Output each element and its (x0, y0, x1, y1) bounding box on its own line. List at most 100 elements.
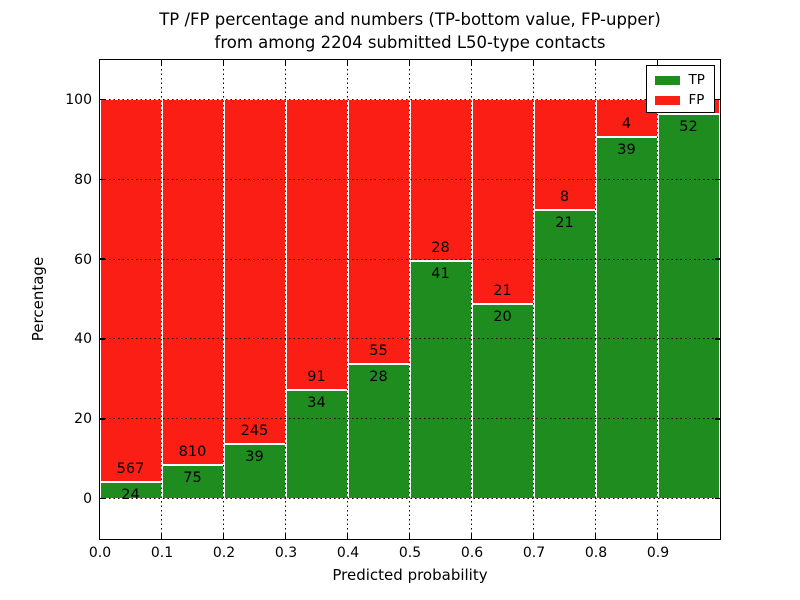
vertical-gridline (347, 59, 348, 539)
fp-bar-segment (285, 99, 348, 390)
x-axis-tick (532, 533, 535, 539)
y-axis-tick (714, 338, 720, 340)
tp-count-label: 39 (617, 141, 636, 158)
tp-bar-segment (657, 114, 720, 499)
x-axis-tick (284, 59, 287, 65)
y-axis-tick (99, 338, 105, 340)
fp-bar-segment (99, 99, 162, 483)
x-tick-label: 0.3 (274, 545, 298, 561)
chart-title-line2: from among 2204 submitted L50-type conta… (214, 33, 606, 52)
vertical-gridline (409, 59, 410, 539)
vertical-gridline (533, 59, 534, 539)
tp-bar-segment (471, 303, 534, 499)
x-axis-tick (656, 533, 659, 539)
legend-item-label: FP (688, 92, 705, 108)
tp-count-label: 21 (555, 214, 574, 231)
legend-item: FP (647, 90, 714, 110)
tp-bar-segment (161, 464, 224, 499)
fp-count-label: 55 (369, 343, 388, 360)
x-axis-tick (408, 533, 411, 539)
y-axis-tick (714, 98, 720, 101)
y-axis-tick (99, 258, 105, 260)
x-axis-tick (98, 533, 101, 539)
vertical-gridline (595, 59, 596, 539)
tp-bar-segment (285, 390, 348, 499)
chart-title: TP /FP percentage and numbers (TP-bottom… (0, 8, 800, 54)
y-tick-label: 20 (74, 411, 92, 428)
tp-count-label: 52 (679, 119, 698, 136)
x-tick-label: 0.4 (336, 545, 360, 561)
fp-count-label: 4 (621, 115, 632, 132)
vertical-gridline (223, 59, 224, 539)
fp-count-label: 21 (493, 282, 512, 299)
fp-legend-swatch (654, 95, 680, 105)
y-axis-tick (714, 258, 720, 260)
x-tick-label: 0.0 (88, 545, 112, 561)
tp-bar-segment (533, 209, 596, 499)
x-tick-label: 0.8 (584, 545, 608, 561)
tp-count-label: 34 (307, 395, 326, 411)
x-tick-label: 0.6 (460, 545, 484, 561)
tp-count-label: 24 (121, 487, 140, 504)
tp-bar-segment (347, 364, 410, 499)
legend-item-label: TP (688, 72, 705, 88)
x-axis-tick (222, 59, 225, 65)
tp-count-label: 28 (369, 369, 388, 386)
fp-bar-segment (533, 99, 596, 210)
legend-item: TP (647, 70, 714, 90)
tp-count-label: 39 (245, 448, 264, 465)
legend-box: TP FP (645, 65, 715, 113)
x-axis-tick (160, 533, 163, 539)
x-axis-tick (284, 533, 287, 539)
y-tick-label: 100 (65, 91, 92, 108)
x-tick-label: 0.1 (150, 545, 174, 561)
vertical-gridline (285, 59, 286, 539)
x-axis-tick (470, 59, 473, 65)
y-axis-tick (99, 98, 105, 101)
tp-legend-swatch (654, 75, 680, 85)
x-axis-tick (470, 533, 473, 539)
tp-bar-segment (595, 136, 658, 499)
fp-bar-segment (409, 99, 472, 262)
vertical-gridline (161, 59, 162, 539)
y-axis-label: Percentage (29, 256, 47, 342)
vertical-gridline (657, 59, 658, 539)
fp-count-label: 91 (307, 369, 326, 385)
tp-count-label: 75 (183, 469, 202, 486)
tp-bar-segment (223, 443, 286, 499)
x-axis-tick (594, 533, 597, 539)
x-axis-tick (656, 59, 659, 65)
y-axis-tick (99, 418, 105, 420)
tp-bar-segment (409, 261, 472, 499)
x-axis-tick (346, 59, 349, 65)
x-axis-label: Predicted probability (332, 566, 488, 584)
fp-count-label: 567 (116, 461, 145, 478)
x-tick-label: 0.9 (646, 545, 670, 561)
x-tick-label: 0.7 (522, 545, 546, 561)
tp-count-label: 41 (431, 266, 450, 283)
y-tick-label: 40 (74, 331, 92, 348)
y-axis-tick (99, 178, 105, 180)
x-axis-tick (160, 59, 163, 65)
x-axis-tick (408, 59, 411, 65)
tp-count-label: 20 (493, 308, 512, 325)
y-tick-label: 60 (74, 251, 92, 268)
fp-bar-segment (161, 99, 224, 465)
vertical-gridline (471, 59, 472, 539)
x-tick-label: 0.5 (398, 545, 422, 561)
x-axis-tick (222, 533, 225, 539)
fp-count-label: 28 (431, 240, 450, 257)
fp-count-label: 8 (559, 188, 570, 205)
fp-bar-segment (223, 99, 286, 444)
y-tick-label: 0 (83, 491, 92, 508)
x-axis-tick (594, 59, 597, 65)
fp-bar-segment (471, 99, 534, 304)
x-tick-label: 0.2 (212, 545, 236, 561)
y-axis-tick (714, 178, 720, 180)
x-axis-tick (346, 533, 349, 539)
x-axis-tick (98, 59, 101, 65)
chart-title-line1: TP /FP percentage and numbers (TP-bottom… (159, 10, 661, 29)
y-axis-tick (99, 497, 105, 500)
fp-bar-segment (347, 99, 410, 365)
